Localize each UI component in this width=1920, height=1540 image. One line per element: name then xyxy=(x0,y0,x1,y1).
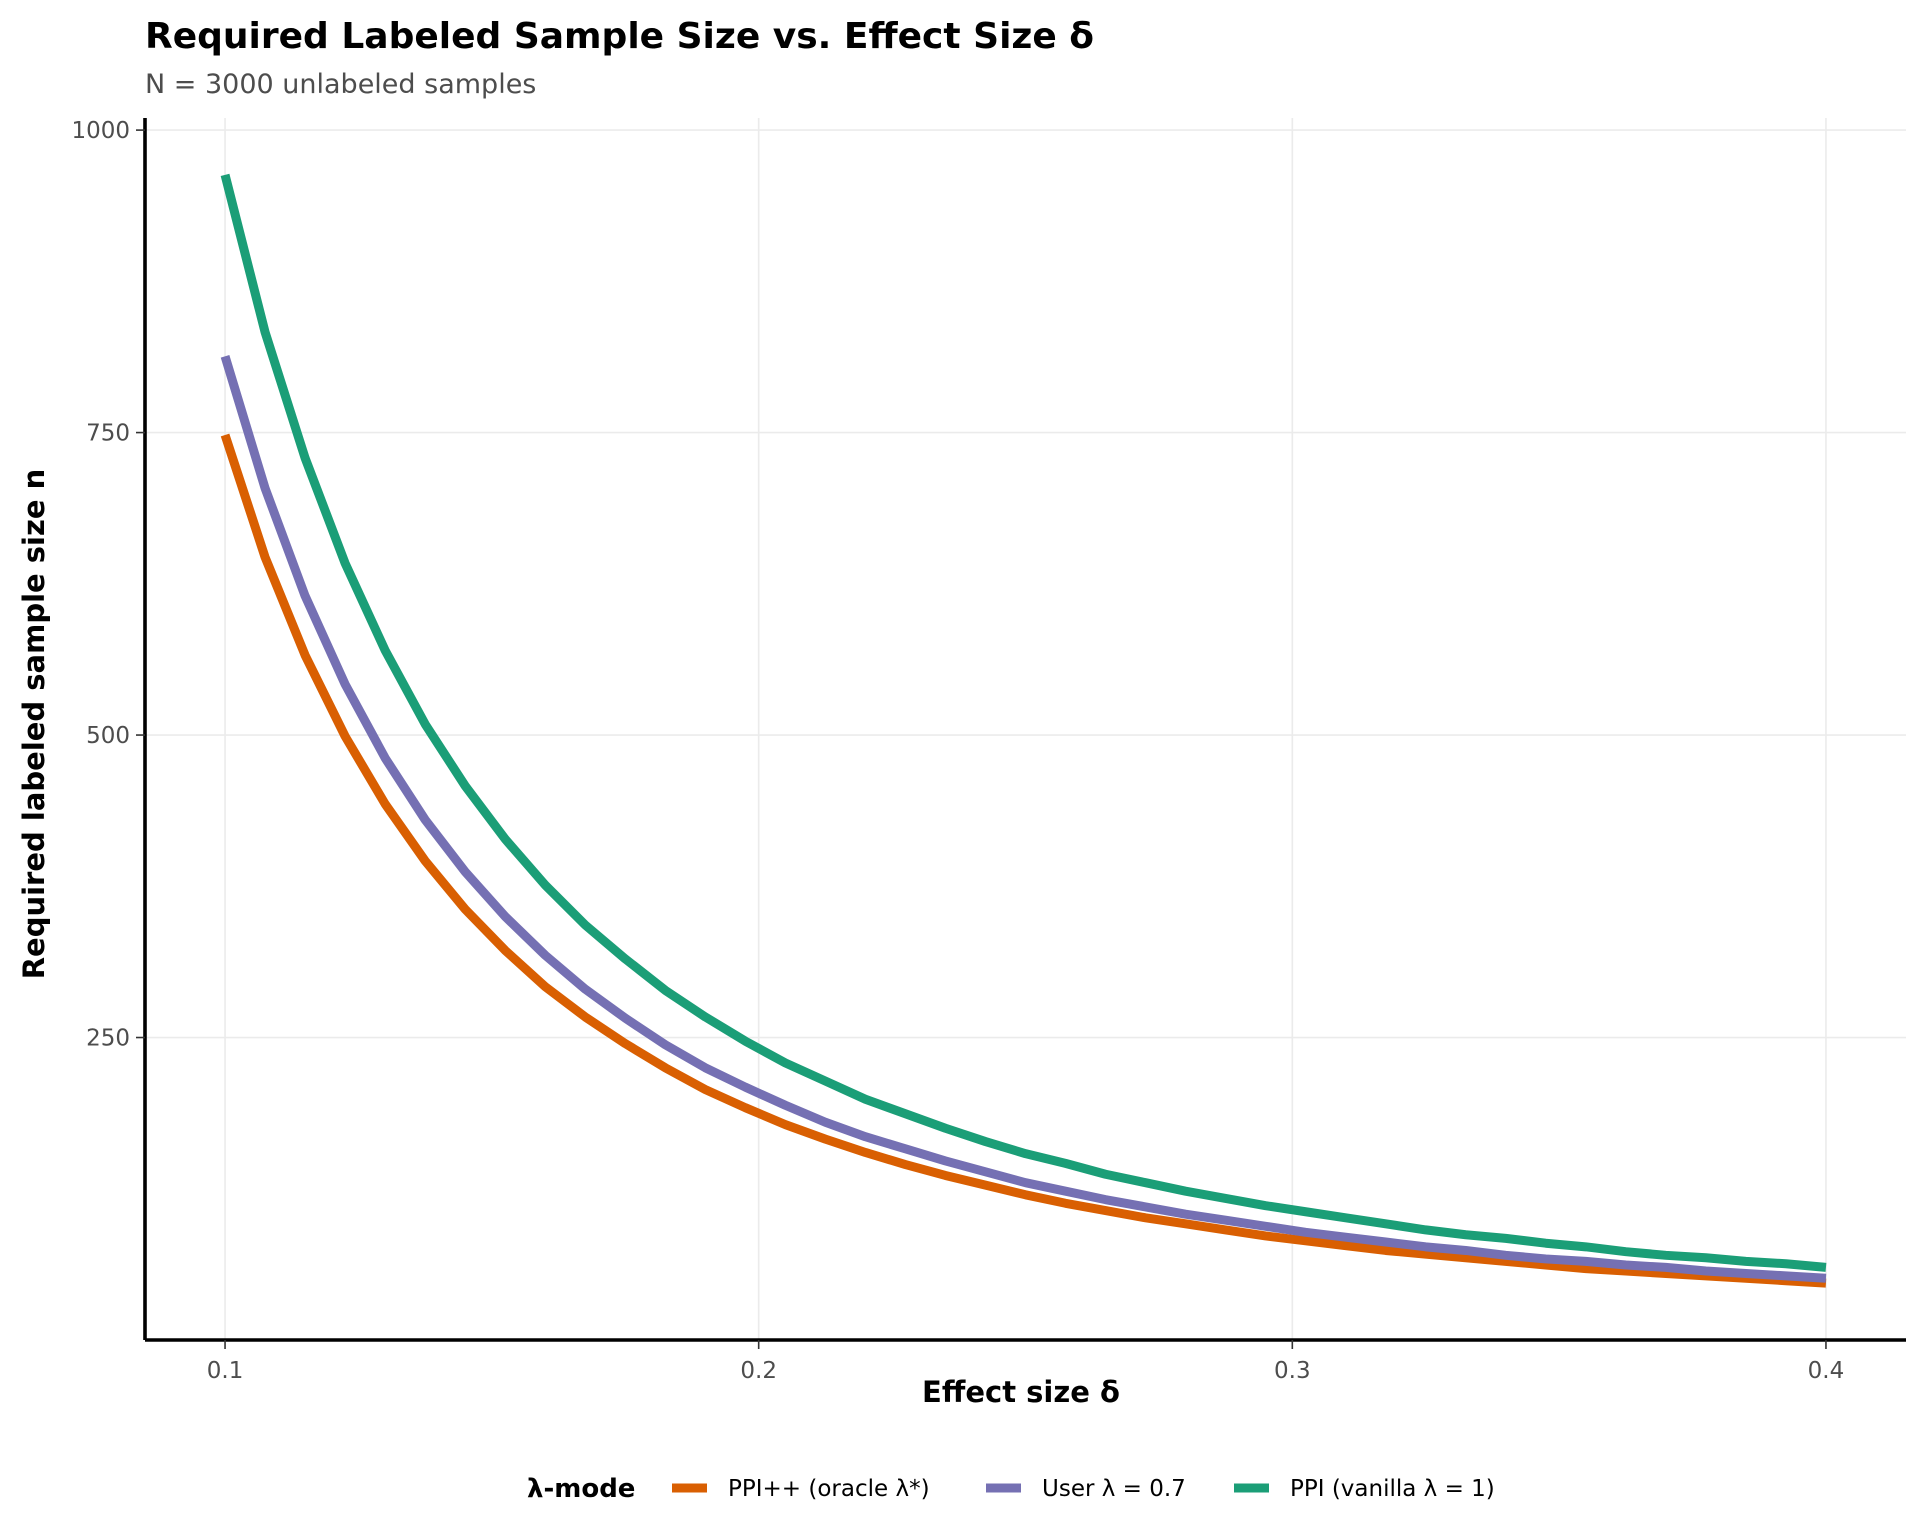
x-tick-label: 0.4 xyxy=(1808,1358,1845,1384)
x-tick-label: 0.3 xyxy=(1274,1358,1311,1384)
y-tick-label: 1000 xyxy=(71,118,130,144)
legend-label-1: PPI++ (oracle λ*) xyxy=(728,1476,930,1502)
series-layer xyxy=(220,173,1827,1288)
y-tick-label: 500 xyxy=(86,723,130,749)
x-tick-label: 0.1 xyxy=(207,1358,244,1384)
legend: λ-mode PPI++ (oracle λ*) User λ = 0.7 PPI (… xyxy=(527,1474,1495,1504)
legend-title: λ-mode xyxy=(527,1474,635,1504)
grid-layer xyxy=(145,118,1906,1340)
y-tick-label: 750 xyxy=(86,421,130,447)
x-tick-label: 0.2 xyxy=(740,1358,777,1384)
axes-layer: 0.1 0.2 0.3 0.4 250 500 750 1000 xyxy=(71,118,1906,1384)
y-axis-title: Required labeled sample size n xyxy=(17,469,51,980)
legend-label-2: User λ = 0.7 xyxy=(1042,1476,1186,1502)
x-axis-title: Effect size δ xyxy=(922,1375,1120,1409)
series-line-2 xyxy=(220,355,1827,1283)
legend-label-3: PPI (vanilla λ = 1) xyxy=(1290,1476,1495,1502)
series-line-1 xyxy=(220,433,1827,1288)
series-line-3 xyxy=(220,173,1827,1272)
chart-title: Required Labeled Sample Size vs. Effect … xyxy=(145,16,1094,57)
y-tick-label: 250 xyxy=(86,1026,130,1052)
chart-subtitle: N = 3000 unlabeled samples xyxy=(145,69,536,100)
